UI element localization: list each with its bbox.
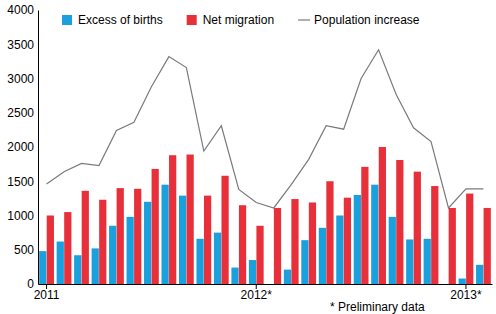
x-tick-label: 2013* (450, 288, 482, 302)
y-tick: 1000 (7, 209, 38, 223)
bar (117, 188, 124, 284)
x-axis: 2011 2012* 2013* (34, 284, 493, 302)
bar (162, 185, 169, 284)
bar (256, 226, 263, 284)
bar (484, 208, 491, 284)
x-tick-label: 2011 (34, 288, 60, 302)
y-tick: 500 (14, 243, 38, 257)
bar (291, 199, 298, 284)
y-tick: 3500 (7, 38, 38, 52)
bar (459, 279, 466, 284)
bar (39, 251, 46, 284)
bar (144, 202, 151, 284)
y-tick-label: 4000 (7, 3, 34, 17)
bar (99, 200, 106, 284)
y-tick: 4000 (7, 3, 38, 17)
bar (476, 265, 483, 284)
bar (239, 205, 246, 284)
bar (204, 196, 211, 284)
bar (214, 233, 221, 284)
bar (406, 239, 413, 284)
bar (187, 155, 194, 284)
bar (127, 217, 134, 284)
bar (92, 248, 99, 284)
y-tick: 2500 (7, 106, 38, 120)
bar (371, 185, 378, 284)
bar (466, 194, 473, 284)
legend-label: Net migration (203, 13, 274, 27)
x-tick: 2012* (241, 284, 273, 302)
y-tick-label: 500 (14, 243, 34, 257)
bar (389, 217, 396, 284)
y-tick-label: 2500 (7, 106, 34, 120)
y-tick-label: 1500 (7, 175, 34, 189)
chart: 0500100015002000250030003500400020112012… (0, 0, 496, 314)
bar (336, 216, 343, 285)
x-tick-label: 2012* (241, 288, 273, 302)
y-axis: 05001000150020002500300035004000 (7, 3, 38, 291)
line (47, 50, 484, 208)
bar (449, 208, 456, 284)
bar (196, 239, 203, 284)
y-tick: 2000 (7, 140, 38, 154)
bar (152, 169, 159, 284)
x-year-tick (256, 284, 257, 289)
legend: Excess of births Net migration Population … (62, 13, 420, 27)
x-year-tick (465, 284, 466, 289)
bar (82, 191, 89, 284)
y-tick: 3000 (7, 72, 38, 86)
x-tick: 2011 (34, 284, 60, 302)
bar (414, 172, 421, 284)
bar (169, 155, 176, 284)
bar (309, 202, 316, 284)
bar (64, 212, 71, 284)
bar (74, 255, 81, 284)
bar (109, 226, 116, 284)
y-tick-label: 3500 (7, 38, 34, 52)
plot: 0500100015002000250030003500400020112012… (7, 3, 492, 301)
legend-label: Excess of births (78, 13, 163, 27)
bar (326, 181, 333, 284)
bar (284, 270, 291, 284)
marks (39, 50, 491, 284)
x-tick: 2013* (450, 284, 482, 302)
bar (431, 186, 438, 284)
bar-series (47, 147, 491, 284)
legend-swatch (187, 15, 197, 25)
legend-swatch (62, 15, 72, 25)
bar (249, 260, 256, 284)
bar (57, 242, 64, 284)
bar (361, 167, 368, 284)
y-tick-label: 3000 (7, 72, 34, 86)
bar (179, 196, 186, 284)
legend-label: Population increase (314, 13, 420, 27)
legend-item: Population increase (298, 13, 420, 27)
bar (266, 284, 273, 285)
legend-item: Excess of births (62, 13, 163, 27)
bar (319, 228, 326, 284)
y-axis-line (38, 11, 39, 285)
bar (301, 240, 308, 284)
legend-swatch (298, 19, 310, 20)
y-tick: 1500 (7, 175, 38, 189)
annotation: * Preliminary data (330, 300, 425, 314)
bar (441, 284, 448, 285)
bar (344, 198, 351, 284)
x-year-tick (46, 284, 47, 289)
y-tick-label: 2000 (7, 140, 34, 154)
bar (424, 239, 431, 284)
x-axis-line (39, 284, 493, 285)
bar (354, 195, 361, 284)
bar (379, 147, 386, 284)
legend-item: Net migration (187, 13, 274, 27)
bar (47, 216, 54, 285)
bar (396, 160, 403, 284)
bar (231, 268, 238, 284)
bar (134, 189, 141, 284)
y-tick-label: 1000 (7, 209, 34, 223)
bar (274, 208, 281, 284)
bar (221, 176, 228, 284)
